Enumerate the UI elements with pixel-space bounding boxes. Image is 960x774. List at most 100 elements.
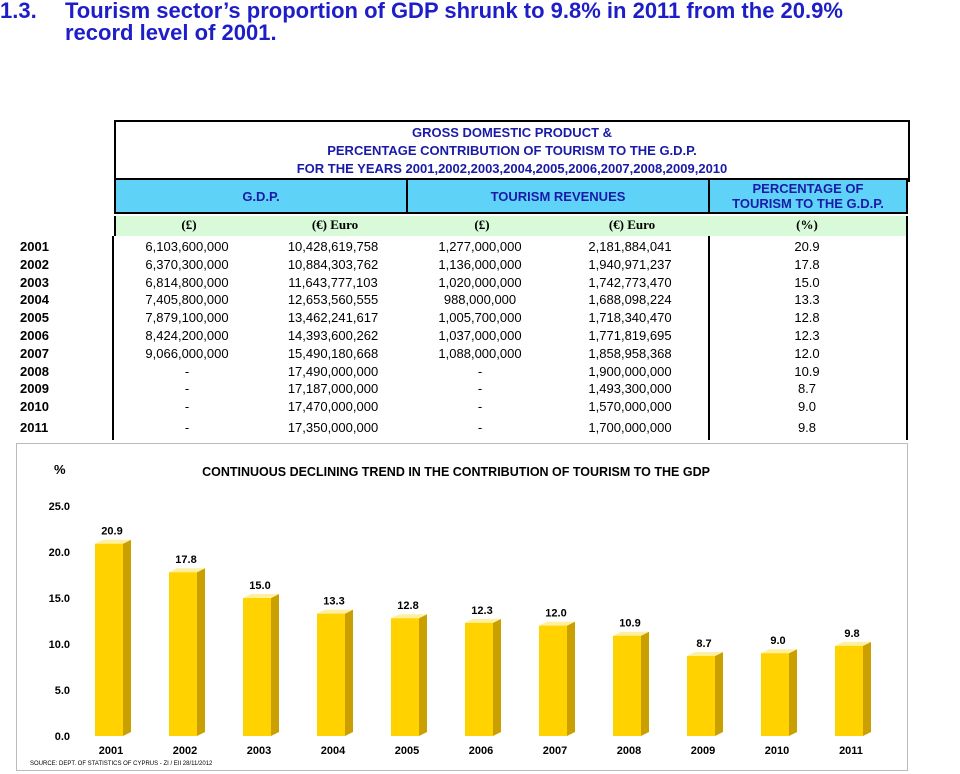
row-cell: 17,470,000,000: [287, 399, 379, 415]
x-tick-label: 2006: [469, 745, 493, 757]
bar: [465, 622, 493, 736]
bar: [391, 618, 419, 736]
row-cell: 10,884,303,762: [287, 256, 379, 272]
table-row: 2008 - 17,490,000,000 - 1,900,000,000 10.9: [16, 363, 908, 381]
bar-value-label: 12.8: [397, 600, 418, 612]
row-cell: 17,350,000,000: [287, 420, 379, 435]
bar-value-label: 17.8: [175, 554, 196, 566]
row-cell: -: [184, 399, 190, 415]
bar-side: [345, 609, 353, 736]
headline-line-2: record level of 2001.: [65, 20, 277, 45]
x-tick-label: 2004: [321, 745, 346, 757]
bar-value-label: 13.3: [323, 596, 344, 608]
row-cell: 17,490,000,000: [287, 363, 379, 379]
row-cell: 1,136,000,000: [438, 256, 522, 272]
chart-frame: [16, 443, 908, 771]
x-tick-label: 2003: [247, 745, 271, 757]
row-cell: 9.0: [797, 399, 817, 415]
header-percentage: PERCENTAGE OF TOURISM TO THE G.D.P.: [708, 178, 908, 214]
row-cell: 1,742,773,470: [588, 274, 672, 290]
row-cell: 988,000,000: [443, 292, 517, 308]
unit-gdp-pound: (£): [181, 217, 197, 232]
headline-number: 1.3.: [0, 0, 37, 23]
bar-top: [539, 621, 575, 626]
table-title-line-2: PERCENTAGE CONTRIBUTION OF TOURISM TO TH…: [327, 143, 697, 158]
row-cell: 1,037,000,000: [438, 328, 522, 343]
row-year: 2008: [20, 363, 49, 379]
row-cell: -: [477, 381, 483, 397]
row-cell: 13.3: [794, 292, 820, 308]
table-row: 2007 9,066,000,000 15,490,180,668 1,088,000…: [16, 345, 908, 363]
table-row: 2004 7,405,800,000 12,653,560,555 988,000,0…: [16, 291, 908, 309]
header-pct-line-1: PERCENTAGE OF: [752, 181, 864, 196]
table-row: 2005 7,879,100,000 13,462,241,617 1,005,700…: [16, 309, 908, 327]
bar-top: [317, 609, 353, 614]
row-cell: 10.9: [794, 363, 820, 379]
row-year: 2006: [20, 328, 49, 343]
unit-tourism-euro: (€) Euro: [608, 217, 656, 232]
y-tick-label: 5.0: [55, 685, 70, 697]
row-cell: 12,653,560,555: [287, 292, 379, 308]
divider-left: [112, 236, 114, 440]
row-year: 2011: [20, 420, 49, 435]
bar-top: [687, 651, 723, 656]
bar-side: [715, 651, 723, 736]
row-cell: 1,277,000,000: [438, 239, 522, 254]
row-cell: -: [477, 420, 483, 435]
header-tourism-label: TOURISM REVENUES: [490, 188, 626, 204]
row-cell: 13,462,241,617: [287, 310, 379, 326]
x-tick-label: 2011: [839, 745, 863, 757]
row-cell: 12.0: [794, 345, 820, 361]
row-cell: 9,066,000,000: [145, 345, 229, 361]
table-row: 2011 - 17,350,000,000 - 1,700,000,000 9.8: [16, 419, 908, 437]
x-tick-label: 2007: [543, 745, 567, 757]
x-tick-label: 2001: [99, 745, 123, 757]
row-cell: 1,700,000,000: [588, 420, 672, 435]
bar-value-label: 10.9: [619, 618, 640, 630]
y-tick-label: 0.0: [55, 731, 70, 743]
header-gdp: G.D.P.: [114, 178, 408, 214]
row-cell: 1,900,000,000: [588, 363, 672, 379]
bar-top: [465, 618, 501, 623]
bar-side: [197, 568, 205, 736]
row-cell: 1,020,000,000: [438, 274, 522, 290]
bar: [687, 655, 715, 736]
y-tick-label: 20.0: [49, 547, 70, 559]
header-gdp-label: G.D.P.: [242, 188, 280, 204]
row-year: 2010: [20, 399, 49, 415]
bar-value-label: 12.0: [545, 608, 566, 620]
row-cell: 1,688,098,224: [588, 292, 672, 308]
units-row: (£) (€) Euro (£) (€) Euro (%): [114, 216, 908, 236]
table-title-box: GROSS DOMESTIC PRODUCT & PERCENTAGE CONT…: [114, 120, 910, 182]
row-year: 2009: [20, 381, 49, 397]
bar-side: [863, 641, 871, 736]
table-row: 2010 - 17,470,000,000 - 1,570,000,000 9.0: [16, 398, 908, 416]
row-cell: 15.0: [794, 274, 820, 290]
unit-tourism-pound: (£): [474, 217, 490, 232]
row-cell: -: [184, 420, 190, 435]
bar-value-label: 20.9: [101, 526, 122, 538]
row-cell: 1,005,700,000: [438, 310, 522, 326]
bar-side: [419, 614, 427, 736]
tourism-gdp-bar-chart: CONTINUOUS DECLINING TREND IN THE CONTRI…: [30, 462, 871, 767]
bar-value-label: 12.3: [471, 605, 492, 617]
row-year: 2004: [20, 292, 49, 308]
table-row: 2003 6,814,800,000 11,643,777,103 1,020,000…: [16, 274, 908, 292]
table-row: 2002 6,370,300,000 10,884,303,762 1,136,000…: [16, 256, 908, 274]
chart-title: CONTINUOUS DECLINING TREND IN THE CONTRI…: [202, 465, 710, 479]
row-year: 2007: [20, 345, 49, 361]
header-tourism-revenues: TOURISM REVENUES: [406, 178, 710, 214]
row-cell: 12.8: [794, 310, 820, 326]
bar: [761, 653, 789, 736]
row-cell: 14,393,600,262: [287, 328, 379, 343]
bar: [835, 645, 863, 736]
row-cell: 6,103,600,000: [145, 239, 229, 254]
bar-side: [493, 618, 501, 736]
bar: [243, 598, 271, 736]
bar-side: [271, 594, 279, 736]
table-row: 2001 6,103,600,000 10,428,619,758 1,277,000…: [16, 238, 908, 256]
bar-top: [391, 614, 427, 619]
x-tick-label: 2010: [765, 745, 789, 757]
bar: [317, 613, 345, 736]
bar-top: [169, 568, 205, 573]
